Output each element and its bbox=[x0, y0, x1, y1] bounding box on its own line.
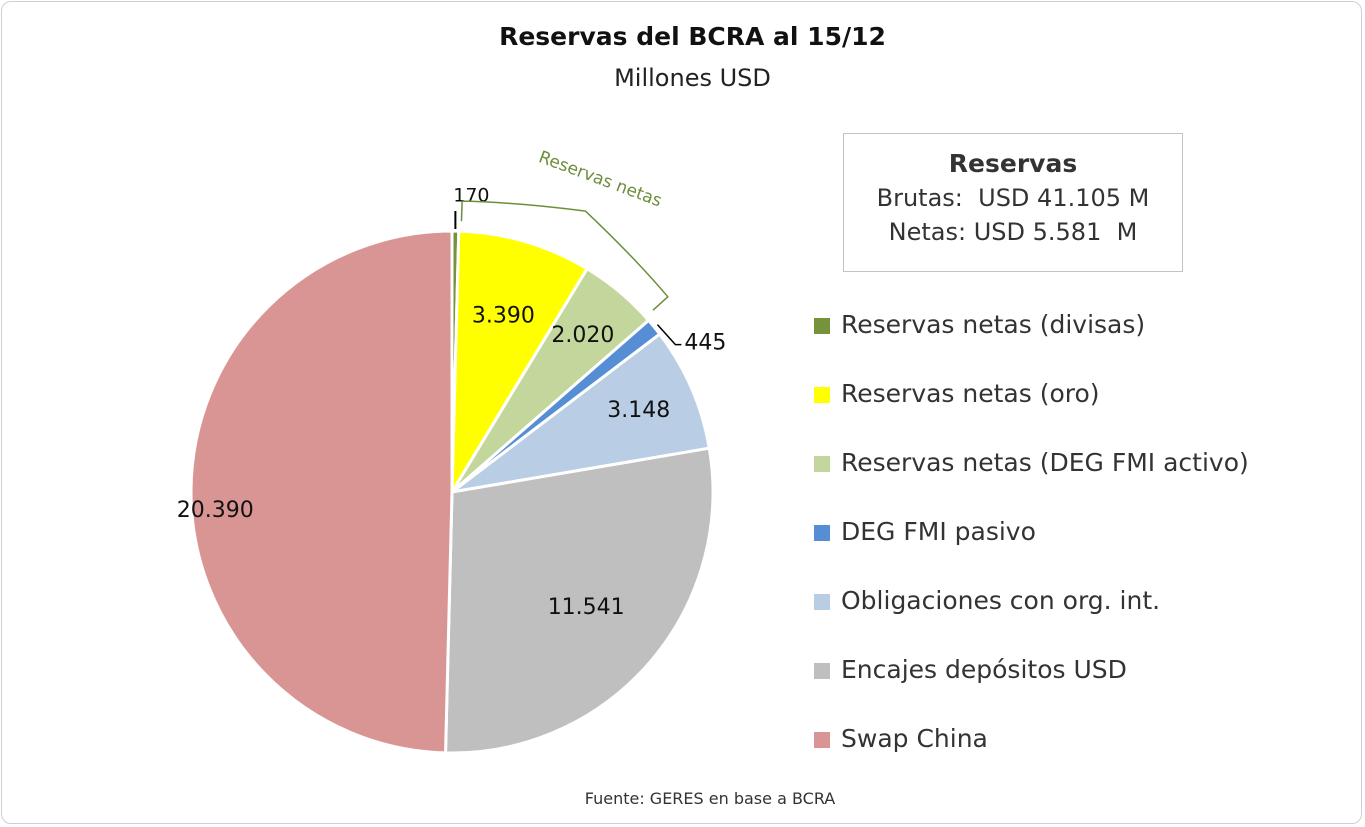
data-label-reservas-netas-divisas: 170 bbox=[453, 185, 489, 207]
legend-swatch bbox=[814, 594, 830, 610]
source-note: Fuente: GERES en base a BCRA bbox=[584, 789, 836, 808]
reservas-netas-label: Reservas netas bbox=[536, 147, 665, 211]
data-labels: 170 3.390 2.020 445 3.148 11.541 20.390 bbox=[177, 185, 727, 621]
legend-label: Reservas netas (divisas) bbox=[841, 310, 1146, 339]
summary-net: Netas: USD 5.581 M bbox=[888, 218, 1138, 246]
data-label-reservas-netas-deg-fmi-activo: 2.020 bbox=[551, 323, 614, 348]
legend-label: Reservas netas (oro) bbox=[841, 379, 1100, 408]
legend-swatch bbox=[814, 732, 830, 748]
summary-box: Reservas Brutas: USD 41.105 M Netas: USD… bbox=[843, 133, 1183, 272]
data-label-encajes-depositos-usd: 11.541 bbox=[548, 595, 625, 620]
chart-title: Reservas del BCRA al 15/12 bbox=[499, 22, 886, 51]
legend-label: Obligaciones con org. int. bbox=[841, 586, 1161, 615]
pie-slices bbox=[189, 229, 715, 755]
legend-swatch bbox=[814, 387, 830, 403]
data-label-deg-fmi-pasivo: 445 bbox=[684, 331, 726, 356]
leader-lines bbox=[454, 211, 682, 346]
pie-slice-swap-china bbox=[189, 229, 454, 755]
legend-swatch bbox=[814, 318, 830, 334]
data-label-obligaciones-con-org-int: 3.148 bbox=[607, 398, 670, 423]
legend-swatch bbox=[814, 456, 830, 472]
chart-subtitle: Millones USD bbox=[614, 64, 771, 92]
legend-swatch bbox=[814, 663, 830, 679]
pie-slice-reservas-netas-oro bbox=[450, 229, 589, 494]
data-label-swap-china: 20.390 bbox=[177, 498, 254, 523]
leader-line-deg-fmi-pasivo bbox=[656, 324, 682, 346]
legend-label: Encajes depósitos USD bbox=[841, 655, 1127, 684]
data-label-reservas-netas-oro: 3.390 bbox=[472, 304, 535, 329]
legend-label: Swap China bbox=[841, 724, 988, 753]
pie-slice-encajes-depositos-usd bbox=[444, 446, 715, 755]
summary-heading: Reservas bbox=[948, 149, 1078, 178]
reservas-netas-brace bbox=[460, 200, 669, 311]
legend-swatch bbox=[814, 525, 830, 541]
pie-slice-obligaciones-con-org-int bbox=[450, 332, 711, 494]
legend-label: Reservas netas (DEG FMI activo) bbox=[841, 448, 1249, 477]
legend-label: DEG FMI pasivo bbox=[841, 517, 1036, 546]
summary-gross: Brutas: USD 41.105 M bbox=[876, 184, 1150, 212]
